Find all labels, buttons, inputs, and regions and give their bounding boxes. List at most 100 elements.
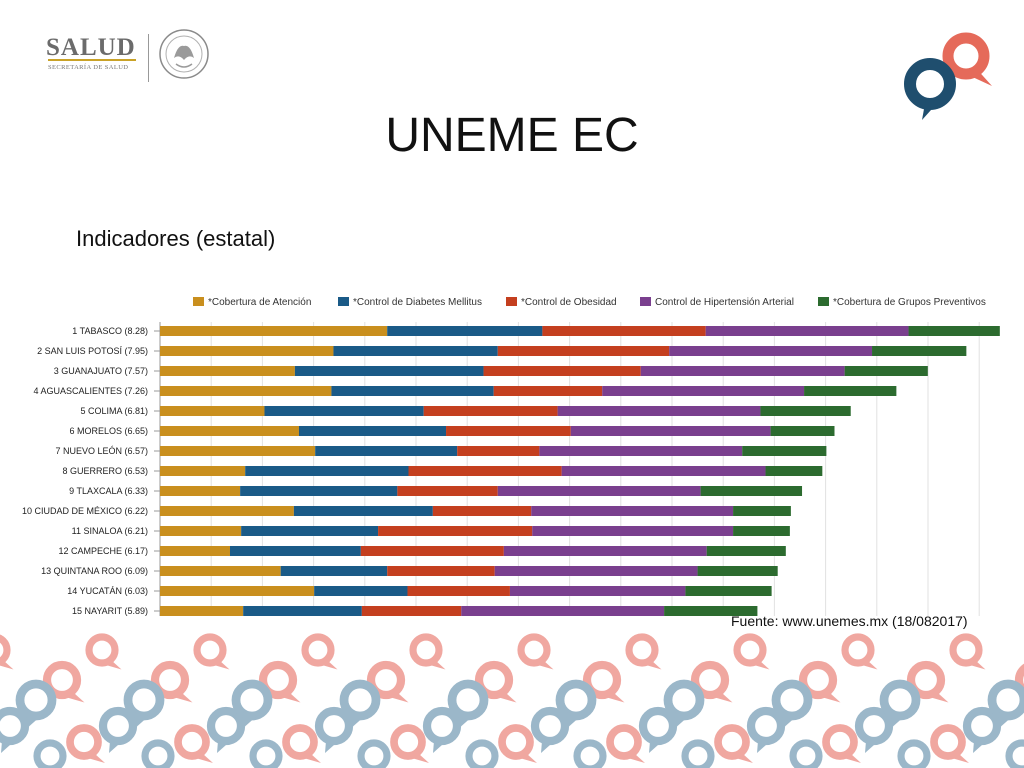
bar-segment bbox=[493, 386, 603, 396]
bar-segment bbox=[294, 366, 484, 376]
bubble-icon bbox=[681, 739, 715, 768]
bubble-icon bbox=[465, 739, 499, 768]
bubble-icon bbox=[42, 660, 85, 703]
bubble-icon bbox=[1005, 739, 1024, 768]
bubble-icon bbox=[258, 660, 301, 703]
stacked-bar-chart: *Cobertura de Atención *Control de Diabet… bbox=[22, 297, 1000, 616]
bubble-icon bbox=[357, 739, 391, 768]
bar-segment bbox=[314, 586, 408, 596]
bar-segment bbox=[160, 366, 295, 376]
bar-segment bbox=[160, 506, 294, 516]
category-label: 9 TLAXCALA (6.33) bbox=[69, 486, 148, 496]
bubble-icon bbox=[714, 724, 753, 763]
bar-segment bbox=[542, 326, 706, 336]
bar-segment bbox=[387, 566, 495, 576]
bar-segment bbox=[733, 526, 790, 536]
bar-segment bbox=[602, 386, 805, 396]
bubble-icon bbox=[0, 634, 14, 670]
bubble-icon bbox=[625, 633, 662, 670]
legend-label: *Cobertura de Grupos Preventivos bbox=[833, 297, 986, 308]
bubble-icon bbox=[249, 739, 283, 768]
bar-segment bbox=[664, 606, 758, 616]
bar-segment bbox=[160, 486, 241, 496]
bubble-icon bbox=[987, 679, 1024, 729]
bubble-icon bbox=[733, 633, 770, 670]
bar-segment bbox=[407, 586, 510, 596]
bar-segment bbox=[333, 346, 498, 356]
bar-segment bbox=[160, 546, 230, 556]
bar-segment bbox=[497, 486, 701, 496]
slide-subtitle: Indicadores (estatal) bbox=[76, 226, 276, 251]
bubble-icon bbox=[1014, 663, 1024, 697]
bar-segment bbox=[733, 506, 791, 516]
bar-segment bbox=[706, 546, 786, 556]
bar-segment bbox=[685, 586, 772, 596]
bubble-icon bbox=[141, 739, 175, 768]
bubble-icon bbox=[555, 679, 597, 729]
bubble-icon bbox=[282, 724, 321, 763]
bar-segment bbox=[532, 526, 734, 536]
bubble-icon bbox=[206, 706, 246, 753]
bar-segment bbox=[494, 566, 698, 576]
bar-segment bbox=[360, 546, 504, 556]
bubble-icon bbox=[0, 706, 30, 753]
bubble-icon bbox=[771, 679, 813, 729]
bar-segment bbox=[280, 566, 388, 576]
bar-segment bbox=[700, 486, 803, 496]
bubble-icon bbox=[746, 706, 786, 753]
bubble-icon bbox=[193, 633, 230, 670]
category-label: 15 NAYARIT (5.89) bbox=[72, 606, 148, 616]
bubble-icon bbox=[150, 660, 193, 703]
bar-segment bbox=[408, 466, 562, 476]
bar-segment bbox=[539, 446, 743, 456]
logo-divider bbox=[148, 34, 149, 82]
bar-segment bbox=[160, 566, 281, 576]
bar-segment bbox=[503, 546, 707, 556]
bubble-icon bbox=[301, 633, 338, 670]
bubble-icon bbox=[231, 679, 273, 729]
legend-label: *Control de Obesidad bbox=[521, 297, 617, 308]
bubble-icon bbox=[314, 706, 354, 753]
bubble-icon bbox=[422, 706, 462, 753]
bubble-icon bbox=[15, 679, 57, 729]
category-label: 4 AGUASCALIENTES (7.26) bbox=[33, 386, 148, 396]
category-label: 6 MORELOS (6.65) bbox=[69, 426, 148, 436]
bubble-icon bbox=[530, 706, 570, 753]
bar-segment bbox=[241, 526, 379, 536]
bar-segment bbox=[509, 586, 686, 596]
bubble-icon bbox=[962, 706, 1002, 753]
bubble-pattern-decoration bbox=[0, 633, 1024, 768]
bar-segment bbox=[160, 426, 299, 436]
legend-label: Control de Hipertensión Arterial bbox=[655, 297, 794, 308]
bar-segment bbox=[331, 386, 494, 396]
bubble-icon bbox=[573, 739, 607, 768]
bubble-icon bbox=[638, 706, 678, 753]
bar-segment bbox=[531, 506, 734, 516]
bubble-icon bbox=[66, 724, 105, 763]
bar-segment bbox=[397, 486, 498, 496]
bar-segment bbox=[160, 526, 242, 536]
bar-segment bbox=[160, 446, 316, 456]
bar-segment bbox=[457, 446, 540, 456]
bar-segment bbox=[446, 426, 571, 436]
category-label: 14 YUCATÁN (6.03) bbox=[67, 586, 148, 596]
bar-segment bbox=[908, 326, 1000, 336]
bubble-icon bbox=[841, 633, 878, 670]
bubble-icon bbox=[517, 633, 554, 670]
bar-segment bbox=[557, 406, 761, 416]
bar-segment bbox=[432, 506, 532, 516]
salud-logo: SALUD SECRETARÍA DE SALUD bbox=[36, 29, 216, 82]
bar-segment bbox=[697, 566, 778, 576]
category-label: 3 GUANAJUATO (7.57) bbox=[54, 366, 148, 376]
speech-bubbles-icon bbox=[904, 32, 992, 120]
bar-segment bbox=[770, 426, 835, 436]
bubble-icon bbox=[85, 633, 122, 670]
bubble-icon bbox=[339, 679, 381, 729]
bar-segment bbox=[298, 426, 447, 436]
bubble-icon bbox=[949, 633, 986, 670]
bubble-icon bbox=[822, 724, 861, 763]
source-note: Fuente: www.unemes.mx (18/082017) bbox=[731, 613, 968, 629]
category-label: 13 QUINTANA ROO (6.09) bbox=[41, 566, 148, 576]
bubble-icon bbox=[690, 660, 733, 703]
category-label: 12 CAMPECHE (6.17) bbox=[58, 546, 148, 556]
